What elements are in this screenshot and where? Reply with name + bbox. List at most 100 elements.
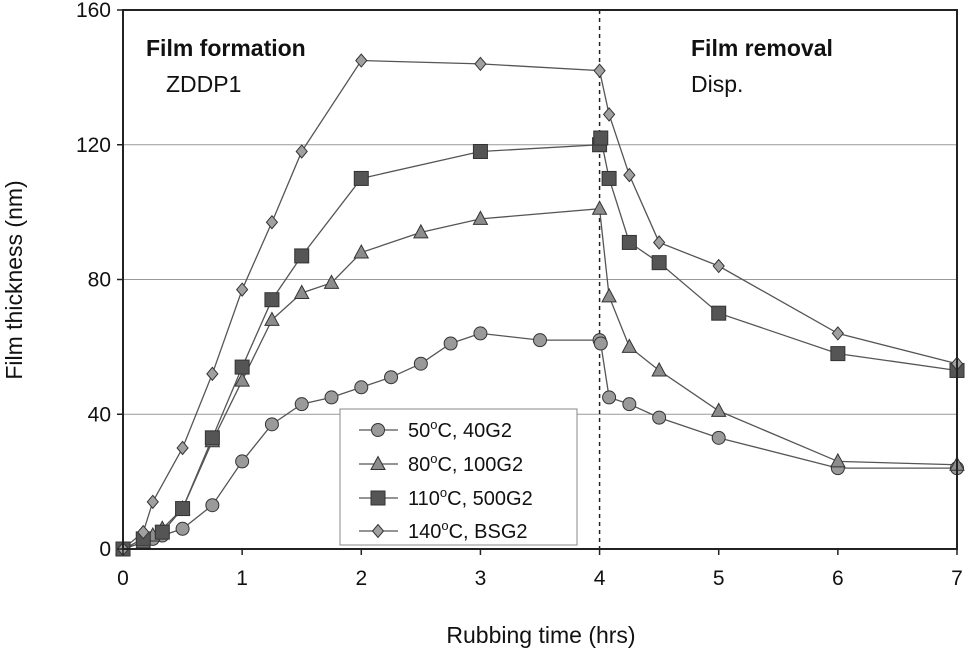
legend-label-value: 110 [408,488,440,510]
legend-marker-triangle [370,455,386,470]
y-tick-label: 80 [88,269,111,292]
legend-label-degree: o [440,485,447,500]
data-point-diamond [712,258,725,274]
y-tick-label: 120 [76,134,111,157]
x-tick-label: 7 [951,567,963,590]
data-point-circle [533,333,547,348]
data-point-triangle [323,274,340,289]
data-point-diamond [474,56,487,72]
annotation-right-sub: Disp. [691,71,743,97]
data-point-triangle [264,311,280,326]
data-point-square [234,359,250,375]
legend-label-value: 80 [408,454,430,476]
data-point-circle [235,454,250,469]
legend-label: 50oC, 40G2 [408,417,512,442]
data-point-triangle [651,361,667,377]
legend-label-rest: C, 100G2 [437,454,523,476]
x-tick-label: 6 [832,567,844,590]
data-point-triangle [710,402,727,417]
data-point-diamond [623,167,636,183]
data-point-triangle [621,338,638,353]
data-point-diamond [831,326,845,341]
x-tick-label: 5 [713,567,725,590]
data-point-circle [711,430,726,445]
data-point-square [830,346,846,362]
legend-label-rest: C, 500G2 [447,488,533,510]
legend-label-rest: C, BSG2 [449,521,528,543]
axis-ticks: 0 40 80 120 160 0 1 2 3 4 5 6 7 [76,0,963,590]
data-point-circle [205,498,220,513]
data-point-square [651,255,667,271]
data-point-square [621,234,637,250]
x-tick-label: 2 [355,567,367,590]
data-point-square [711,305,727,321]
data-point-square [175,501,191,517]
annotation-right-title: Film removal [691,35,833,61]
data-point-diamond [593,63,606,78]
data-point-diamond [355,53,368,68]
x-tick-label: 3 [475,567,487,590]
data-point-diamond [235,282,249,297]
data-point-triangle [591,200,608,215]
data-point-circle [384,370,399,385]
y-axis-title: Film thickness (nm) [1,180,27,379]
legend-label-degree: o [441,518,448,533]
data-point-circle [264,417,279,432]
data-point-triangle [830,452,846,468]
annotation-left-title: Film formation [146,35,306,61]
data-point-triangle [293,284,310,299]
legend-label: 110oC, 500G2 [408,485,533,510]
data-point-square [593,130,609,146]
legend-label-degree: o [430,417,437,432]
data-point-square [294,248,310,264]
data-point-circle [175,521,190,536]
data-point-circle [593,336,608,351]
legend-label-degree: o [430,451,437,466]
data-point-diamond [176,440,189,456]
legend-marker-diamond [371,523,385,539]
data-point-square [472,143,488,159]
data-point-square [204,430,220,446]
legend-label-value: 140 [408,521,441,543]
x-tick-label: 1 [236,567,248,590]
data-point-circle [413,356,428,371]
data-point-circle [622,397,637,412]
legend-marker-circle [371,423,385,437]
data-point-triangle [353,243,370,259]
data-point-diamond [146,494,159,510]
data-point-diamond [265,214,279,230]
x-tick-label: 4 [594,567,606,590]
legend-label-rest: C, 40G2 [437,420,511,442]
data-point-square [264,292,280,308]
data-point-diamond [295,144,308,159]
data-point-diamond [206,366,219,382]
data-point-square [154,524,170,540]
data-point-circle [324,390,339,405]
data-point-diamond [652,235,666,250]
data-point-circle [443,336,458,351]
x-axis-title: Rubbing time (hrs) [446,622,635,648]
data-point-triangle [472,210,489,225]
data-point-triangle [601,287,617,303]
data-point-square [601,170,617,186]
data-point-diamond [137,524,150,540]
data-point-circle [652,410,667,425]
data-point-circle [602,390,617,405]
data-point-circle [294,397,309,412]
annotation-left-sub: ZDDP1 [166,71,241,97]
data-point-diamond [602,107,616,122]
legend-label: 80oC, 100G2 [408,451,523,476]
y-tick-label: 0 [99,538,111,561]
data-point-circle [473,326,488,341]
data-point-triangle [234,372,250,387]
y-tick-label: 160 [76,0,111,22]
legend-marker-square [370,490,386,506]
x-tick-label: 0 [117,567,129,590]
data-point-circle [354,380,369,395]
data-point-triangle [413,223,429,239]
legend-label-value: 50 [408,420,430,442]
legend-label: 140oC, BSG2 [408,518,528,543]
y-tick-label: 40 [88,403,111,426]
